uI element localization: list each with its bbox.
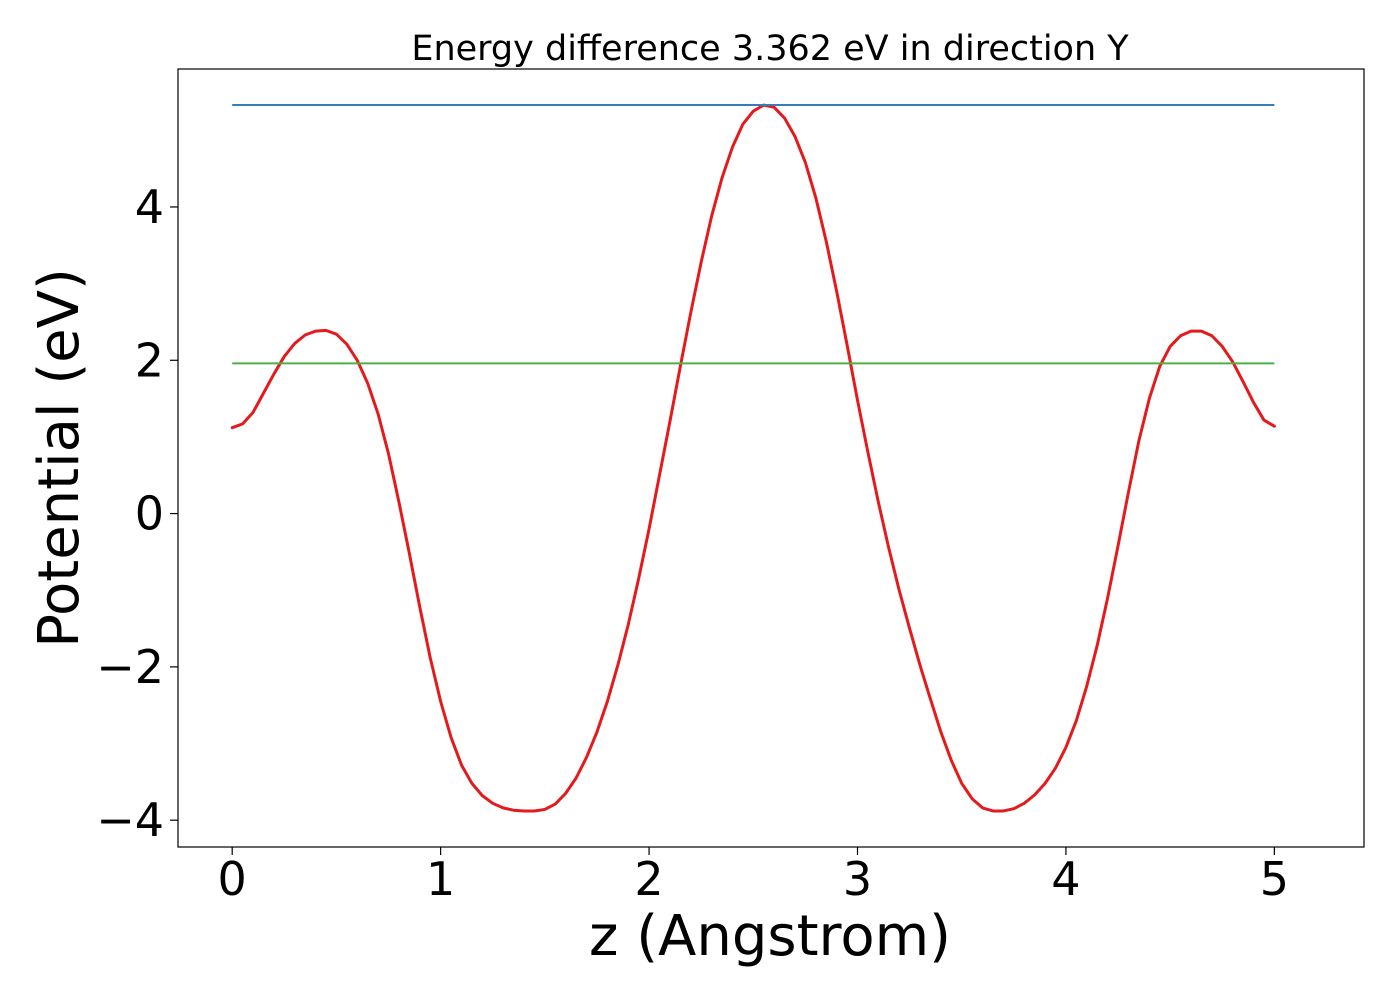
x-axis: 0 1 2 3 4 5 (218, 847, 1289, 906)
y-tick-label: 0 (135, 487, 164, 541)
chart-title: Energy difference 3.362 eV in direction … (411, 29, 1129, 69)
y-tick-label: −2 (96, 640, 164, 694)
y-axis: −4 −2 0 2 4 (96, 180, 178, 847)
plot-area (177, 68, 1365, 848)
y-tick-label: 2 (135, 333, 164, 387)
x-tick-label: 3 (843, 852, 872, 906)
x-axis-label: z (Angstrom) (589, 904, 951, 969)
x-tick-label: 1 (426, 852, 455, 906)
y-axis-label: Potential (eV) (27, 268, 92, 648)
x-tick-label: 4 (1051, 852, 1080, 906)
y-tick-label: −4 (96, 793, 164, 847)
x-tick-label: 2 (634, 852, 663, 906)
x-tick-label: 0 (218, 852, 247, 906)
plot-frame (177, 68, 1365, 848)
y-tick-label: 4 (135, 180, 164, 234)
potential-curve (230, 103, 1276, 813)
x-tick-label: 5 (1260, 852, 1289, 906)
